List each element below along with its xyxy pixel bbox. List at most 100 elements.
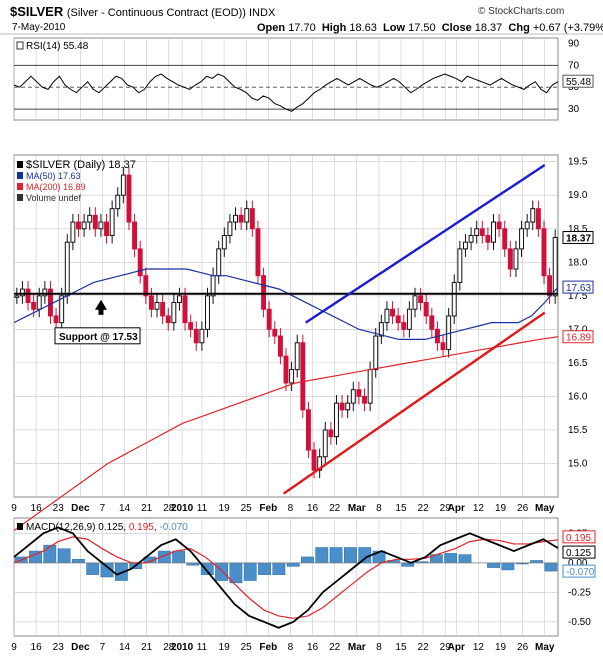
x-tick-label: 19 (495, 503, 507, 514)
candle-body (238, 214, 244, 223)
trend-blue-line (305, 164, 546, 324)
x-tick-label: 15 (395, 642, 407, 653)
candle-body (36, 295, 42, 310)
symbol: $SILVER (10, 4, 64, 19)
x-tick-label: 28 (163, 503, 175, 514)
ohlc-readout: Open 17.70 High 18.63 Low 17.50 Close 18… (257, 22, 603, 34)
macd-value-tag-text: 0.195 (566, 533, 591, 544)
candle-body (249, 208, 255, 230)
candle-body (300, 342, 306, 411)
candle-body (104, 221, 109, 236)
candle-body (334, 402, 339, 438)
support-label: Support @ 17.53 (59, 332, 138, 343)
x-tick-label: 22 (329, 642, 341, 653)
candle-body (14, 295, 20, 298)
macd-value-tag (562, 530, 596, 544)
macd-tick-label: 0.00 (568, 558, 588, 569)
candle-body (311, 449, 317, 471)
candle-body (457, 248, 463, 283)
price-legend-marker (17, 194, 23, 201)
candle-body (31, 302, 37, 310)
x-tick-label: Apr (448, 642, 465, 653)
chart-date: 7-May-2010 (12, 22, 66, 33)
macd-histogram-bar (229, 562, 243, 584)
macd-histogram-bar (501, 562, 515, 571)
price-tick-label: 16.0 (568, 391, 588, 402)
candle-body (524, 221, 530, 230)
candle-body (171, 302, 177, 324)
macd-histogram-bar (200, 562, 214, 575)
candle-body (507, 248, 513, 270)
macd-tick-label: -0.25 (568, 587, 591, 598)
macd-histogram-bar (344, 547, 357, 564)
x-tick-label: 21 (141, 642, 153, 653)
price-tick-label: 18.0 (568, 257, 588, 268)
trend-red-line (282, 311, 546, 495)
x-tick-label: Dec (71, 503, 90, 514)
candle-body (384, 308, 390, 324)
candle-body (165, 315, 171, 324)
chg-value: +0.67 (+3.79%) (532, 22, 603, 34)
price-tick-label: 17.5 (568, 291, 588, 302)
candle-body (362, 395, 367, 404)
rsi-tick-label: 70 (568, 60, 580, 71)
candle-body (367, 369, 373, 404)
candle-body (283, 355, 289, 384)
x-tick-label: Mar (348, 642, 366, 653)
candle-body (64, 241, 70, 297)
macd-histogram-bar (544, 562, 558, 572)
x-tick-label: 7 (100, 642, 106, 653)
close-value: 18.37 (474, 22, 503, 34)
x-tick-label: 29 (440, 642, 452, 653)
x-tick-label: 8 (376, 642, 382, 653)
price-legend-entry: MA(200) 16.89 (26, 182, 86, 192)
candle-body (92, 214, 98, 230)
candle-body (418, 295, 424, 304)
price-tick-label: 16.5 (568, 358, 588, 369)
x-tick-label: 11 (197, 642, 208, 653)
macd-histogram-bar (301, 556, 314, 564)
price-tick-label: 17.0 (568, 324, 588, 335)
support-label-box (54, 327, 141, 345)
candle-body (143, 275, 149, 297)
macd-histogram-bar (243, 562, 257, 581)
candle-body (552, 236, 558, 297)
candle-body (463, 241, 468, 250)
candle-body (412, 295, 418, 310)
x-tick-label: 8 (288, 503, 294, 514)
description: (Silver - Continuous Contract (EOD)) IND… (66, 7, 276, 19)
price-tag (562, 330, 594, 344)
candle-body (216, 248, 222, 277)
x-tick-label: 16 (307, 503, 319, 514)
candle-body (120, 174, 126, 196)
x-tick-label: 11 (197, 503, 208, 514)
x-tick-label: 23 (53, 642, 65, 653)
macd-value-tag-text: -0.070 (566, 567, 595, 578)
support-arrow-head (95, 299, 107, 310)
candle-body (109, 208, 115, 236)
candle-body (378, 322, 384, 337)
macd-histogram-bar (57, 548, 71, 564)
candle-body (76, 221, 81, 230)
candle-body (137, 248, 143, 277)
candle-body (42, 288, 48, 297)
chart-title: $SILVER (Silver - Continuous Contract (E… (10, 4, 275, 19)
high-value: 18.63 (349, 22, 377, 34)
candle-body (345, 402, 351, 411)
candle-body (305, 409, 311, 451)
price-legend-marker (17, 172, 23, 179)
candle-body (221, 234, 227, 250)
x-tick-label: 28 (163, 642, 175, 653)
macd-legend-part: MACD(12,26,9) (26, 522, 98, 533)
macd-histogram-bar (329, 547, 343, 564)
x-tick-label: 25 (241, 642, 253, 653)
close-label: Close (441, 22, 472, 34)
macd-histogram-bar (487, 562, 500, 568)
candle-body (530, 208, 536, 223)
candle-body (148, 295, 154, 310)
x-tick-label: 23 (53, 503, 65, 514)
x-tick-label: 25 (241, 503, 253, 514)
x-tick-label: 16 (31, 503, 43, 514)
low-label: Low (383, 22, 406, 34)
price-legend-marker (17, 183, 23, 190)
